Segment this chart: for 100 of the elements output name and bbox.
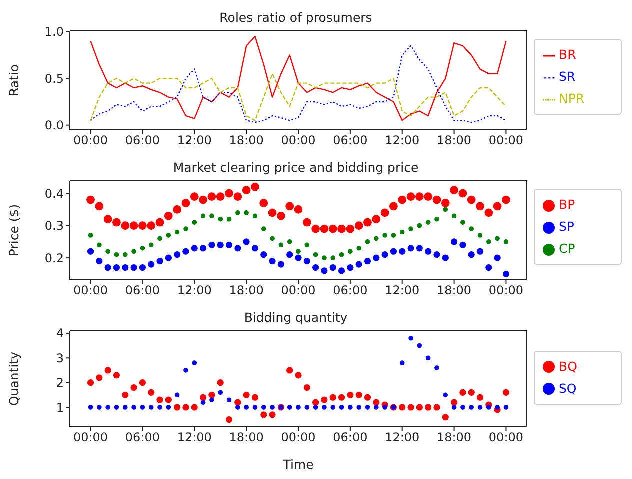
point bbox=[408, 245, 414, 252]
x-tick-label: 18:00 bbox=[437, 284, 472, 298]
point bbox=[200, 400, 206, 405]
point bbox=[476, 394, 484, 401]
point bbox=[460, 220, 466, 225]
x-tick-label: 06:00 bbox=[125, 430, 160, 445]
point bbox=[469, 405, 474, 410]
point bbox=[148, 389, 155, 396]
point bbox=[502, 270, 510, 278]
point bbox=[348, 249, 353, 254]
point bbox=[452, 405, 457, 410]
point bbox=[200, 394, 207, 401]
point bbox=[452, 214, 457, 219]
point bbox=[312, 264, 320, 272]
point bbox=[330, 264, 336, 272]
point bbox=[244, 210, 249, 216]
point bbox=[226, 242, 233, 248]
point bbox=[199, 196, 208, 204]
point bbox=[182, 248, 190, 255]
y-tick-label: 0.2 bbox=[44, 251, 64, 266]
point bbox=[434, 216, 440, 222]
point bbox=[295, 372, 302, 379]
point bbox=[113, 264, 120, 272]
point bbox=[330, 256, 336, 260]
point bbox=[104, 215, 112, 224]
point bbox=[87, 380, 94, 386]
point bbox=[234, 192, 242, 201]
point bbox=[268, 208, 277, 218]
point bbox=[321, 268, 328, 274]
y-tick-label: 1.0 bbox=[44, 25, 64, 40]
point bbox=[208, 242, 216, 248]
legend-label: NPR bbox=[559, 91, 585, 106]
point bbox=[460, 405, 466, 410]
point bbox=[320, 224, 329, 234]
point bbox=[425, 404, 432, 411]
point bbox=[147, 222, 156, 230]
point bbox=[486, 264, 492, 272]
point bbox=[434, 366, 440, 370]
point bbox=[226, 216, 232, 222]
point bbox=[478, 405, 483, 410]
point bbox=[415, 192, 424, 201]
point bbox=[467, 196, 476, 204]
point bbox=[269, 258, 276, 265]
point bbox=[166, 233, 172, 238]
point bbox=[278, 261, 284, 268]
point bbox=[434, 252, 440, 258]
point bbox=[184, 226, 188, 232]
x-tick-label: 00:00 bbox=[281, 134, 316, 148]
point bbox=[502, 196, 510, 204]
point bbox=[208, 392, 216, 398]
point bbox=[365, 240, 370, 244]
point bbox=[114, 405, 120, 410]
point bbox=[356, 261, 362, 268]
point bbox=[121, 222, 130, 230]
point bbox=[191, 245, 198, 252]
point bbox=[504, 240, 509, 244]
point bbox=[346, 224, 355, 234]
point bbox=[502, 389, 510, 396]
point bbox=[486, 405, 492, 410]
point bbox=[96, 258, 103, 265]
point bbox=[322, 256, 327, 260]
point bbox=[130, 264, 138, 272]
x-tick-label: 06:00 bbox=[333, 430, 368, 445]
point bbox=[210, 398, 214, 402]
point bbox=[252, 245, 259, 252]
point bbox=[460, 242, 466, 248]
point bbox=[339, 405, 344, 410]
point bbox=[276, 212, 286, 220]
point bbox=[304, 405, 310, 410]
point bbox=[122, 392, 129, 398]
point bbox=[104, 264, 112, 272]
point bbox=[374, 236, 379, 242]
point bbox=[286, 202, 294, 211]
x-tick-label: 18:00 bbox=[437, 134, 472, 148]
point bbox=[261, 405, 266, 410]
point bbox=[165, 396, 172, 404]
point bbox=[426, 220, 431, 225]
point bbox=[88, 233, 94, 238]
point bbox=[302, 218, 312, 227]
point bbox=[243, 392, 250, 398]
point bbox=[408, 336, 414, 341]
point bbox=[484, 208, 494, 218]
point bbox=[96, 374, 103, 382]
point bbox=[476, 248, 484, 255]
point bbox=[432, 196, 442, 204]
point bbox=[158, 405, 162, 410]
point bbox=[408, 404, 414, 411]
point bbox=[164, 212, 173, 220]
point bbox=[354, 222, 364, 230]
x-tick-label: 00:00 bbox=[73, 284, 108, 298]
point bbox=[174, 404, 181, 411]
x-tick-label: 12:00 bbox=[177, 134, 212, 148]
point bbox=[390, 202, 398, 211]
y-tick-label: 0.4 bbox=[44, 186, 64, 201]
point bbox=[338, 268, 346, 274]
point bbox=[296, 405, 301, 410]
point bbox=[286, 252, 294, 258]
point bbox=[495, 405, 500, 410]
point bbox=[122, 405, 128, 410]
point bbox=[140, 246, 146, 251]
